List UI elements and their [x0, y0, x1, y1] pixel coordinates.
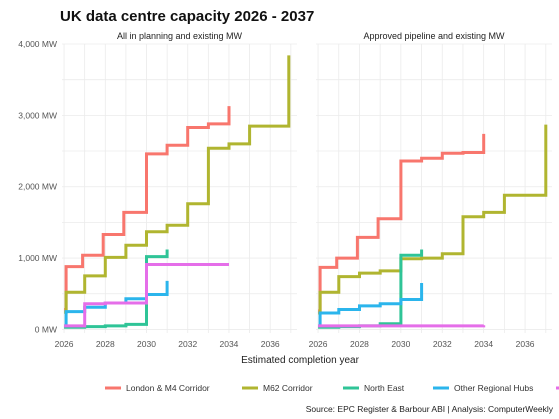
series-line-other-regional-hubs — [318, 283, 424, 328]
y-tick-label: 0 MW — [35, 324, 57, 334]
x-tick-label: 2032 — [433, 339, 452, 349]
x-tick-label: 2036 — [261, 339, 280, 349]
series-line-scotland — [318, 324, 486, 328]
series-line-london-m4-corridor — [64, 106, 231, 311]
x-tick-label: 2026 — [55, 339, 74, 349]
panel-2: Approved pipeline and existing MW 2026 202… — [309, 31, 552, 349]
x-tick-label: 2034 — [220, 339, 239, 349]
legend-item-m62-corridor: M62 Corridor — [242, 383, 313, 393]
chart-title: UK data centre capacity 2026 - 2037 — [60, 8, 314, 25]
legend: London & M4 Corridor M62 Corridor North Ea… — [105, 383, 559, 393]
legend-item-north-east: North East — [343, 383, 405, 393]
series-line-m62-corridor — [318, 124, 548, 315]
series-line-london-m4-corridor — [318, 133, 486, 313]
x-axis-label: Estimated completion year — [241, 355, 360, 366]
legend-item-london-m4-corridor: London & M4 Corridor — [105, 383, 210, 393]
legend-label: North East — [364, 383, 405, 393]
chart-panels: All in planning and existing MW 2026 2028 2… — [18, 31, 552, 349]
panel-title: All in planning and existing MW — [117, 31, 243, 41]
legend-label: Other Regional Hubs — [454, 383, 533, 393]
chart-caption: Source: EPC Register & Barbour ABI | Ana… — [306, 404, 554, 414]
series-line-north-east — [318, 249, 424, 329]
legend-label: M62 Corridor — [263, 383, 313, 393]
x-tick-label: 2030 — [391, 339, 410, 349]
y-tick-label: 2,000 MW — [18, 182, 57, 192]
x-tick-label: 2030 — [137, 339, 156, 349]
x-tick-label: 2028 — [350, 339, 369, 349]
x-tick-label: 2032 — [178, 339, 197, 349]
panel-1: All in planning and existing MW 2026 2028 2… — [18, 31, 297, 349]
series-line-north-east — [64, 249, 169, 329]
x-tick-label: 2036 — [516, 339, 535, 349]
legend-item-other-regional-hubs: Other Regional Hubs — [433, 383, 533, 393]
x-tick-label: 2034 — [474, 339, 493, 349]
y-tick-label: 1,000 MW — [18, 253, 57, 263]
x-tick-label: 2026 — [309, 339, 328, 349]
x-tick-label: 2028 — [96, 339, 115, 349]
y-tick-label: 4,000 MW — [18, 39, 57, 49]
y-tick-label: 3,000 MW — [18, 110, 57, 120]
legend-label: London & M4 Corridor — [126, 383, 210, 393]
panel-title: Approved pipeline and existing MW — [363, 31, 505, 41]
series-line-scotland — [64, 263, 229, 328]
series-line-m62-corridor — [64, 55, 291, 314]
